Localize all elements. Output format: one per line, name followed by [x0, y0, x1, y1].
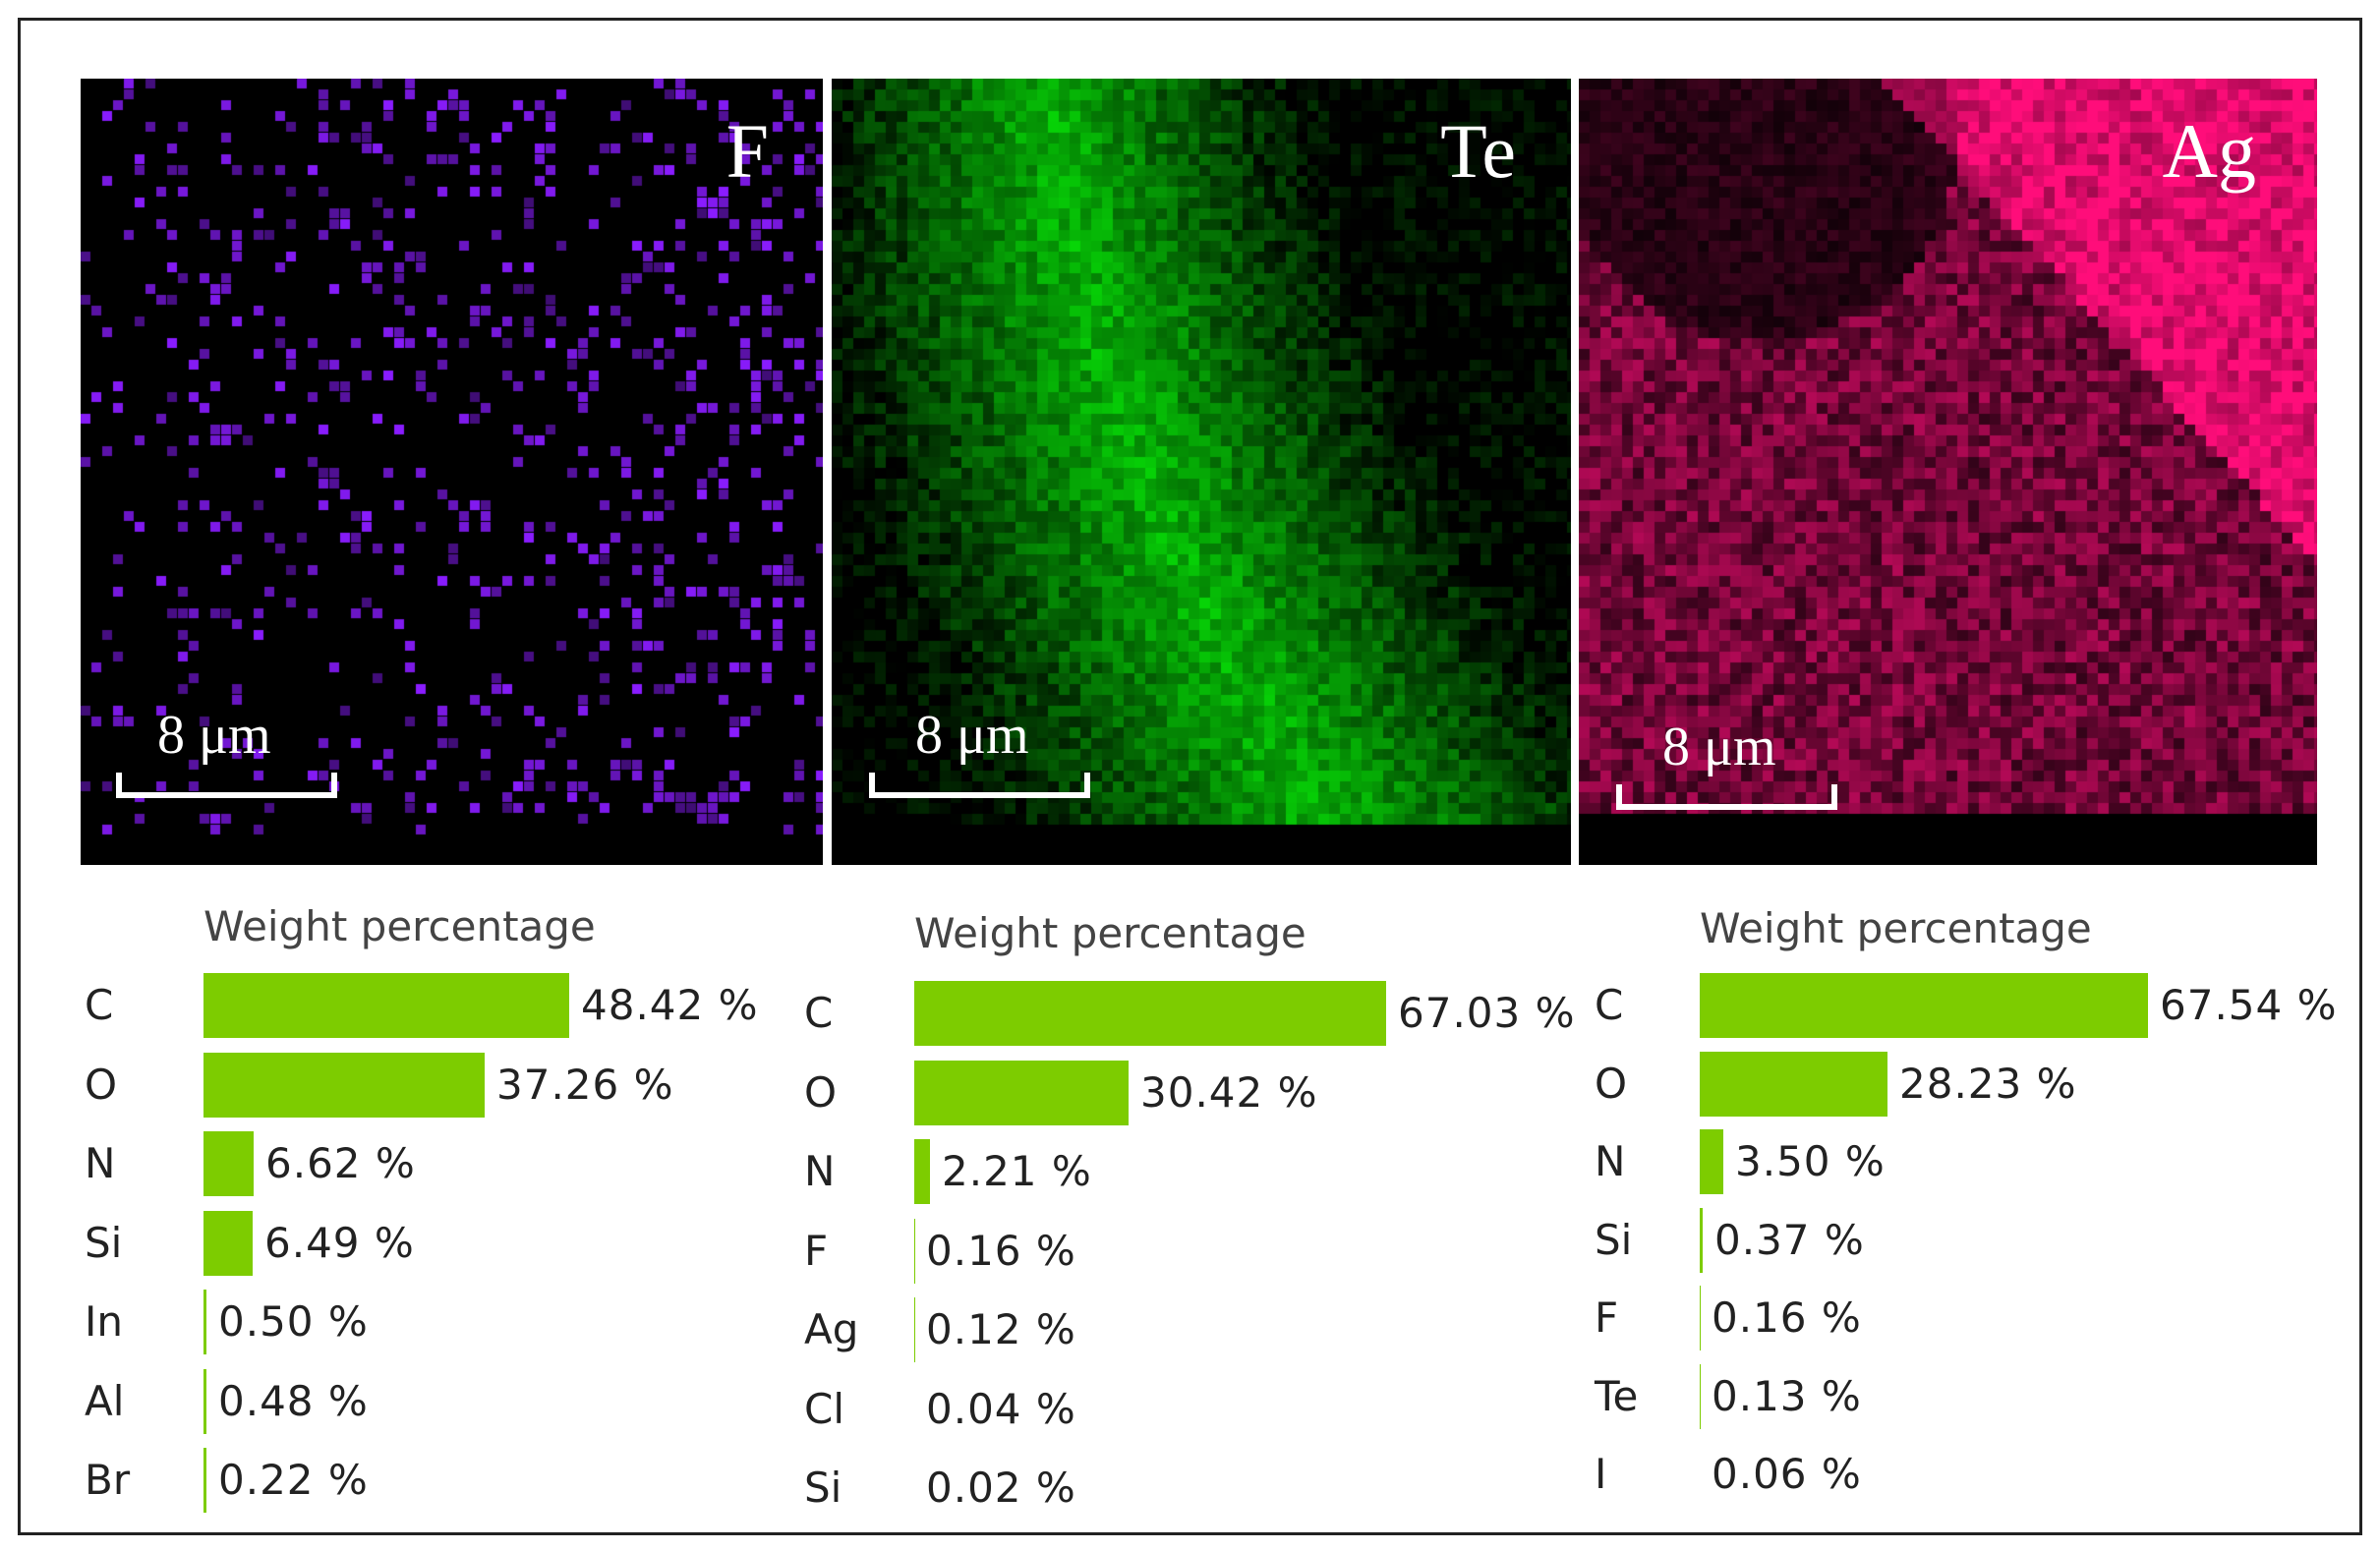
element-label: Br — [85, 1456, 131, 1504]
element-label: Si — [804, 1464, 842, 1512]
weight-value-label: 67.03 % — [1398, 989, 1576, 1037]
weight-percentage-title: Weight percentage — [203, 902, 596, 950]
weight-bar — [203, 1052, 485, 1118]
scale-text-ag: 8 μm — [1662, 717, 1776, 777]
element-label: N — [804, 1147, 836, 1195]
te-distribution-canvas — [832, 79, 1571, 865]
weight-percentage-title: Weight percentage — [914, 909, 1306, 957]
weight-value-label: 48.42 % — [581, 981, 759, 1029]
element-label: F — [1595, 1293, 1619, 1342]
weight-bar — [914, 1060, 1129, 1125]
figure-frame — [18, 18, 2362, 1535]
element-label: Si — [1595, 1215, 1633, 1264]
weight-value-label: 0.22 % — [218, 1456, 369, 1504]
scale-bar-ag — [1616, 784, 1837, 810]
element-label: Cl — [804, 1384, 844, 1433]
weight-value-label: 0.48 % — [218, 1376, 369, 1425]
weight-bar — [914, 981, 1386, 1046]
weight-bar — [1700, 1129, 1723, 1194]
map-label-te: Te — [1440, 108, 1516, 194]
weight-value-label: 67.54 % — [2160, 981, 2338, 1029]
element-label: Te — [1595, 1371, 1639, 1420]
element-label: In — [85, 1297, 124, 1346]
weight-percentage-title: Weight percentage — [1700, 904, 2092, 952]
element-label: O — [804, 1067, 838, 1117]
weight-bar — [1700, 1363, 1701, 1429]
weight-value-label: 0.04 % — [926, 1384, 1076, 1433]
ag-distribution-canvas — [1579, 79, 2317, 865]
weight-value-label: 0.13 % — [1712, 1371, 1862, 1420]
element-label: Si — [85, 1218, 123, 1267]
weight-bar — [914, 1218, 915, 1284]
weight-value-label: 0.50 % — [218, 1297, 369, 1346]
eds-map-te: Te 8 μm — [832, 79, 1571, 865]
weight-value-label: 6.49 % — [264, 1218, 415, 1267]
element-label: O — [85, 1060, 118, 1109]
weight-value-label: 0.16 % — [1712, 1293, 1862, 1342]
weight-bar — [203, 1210, 253, 1276]
weight-bar — [203, 1290, 206, 1354]
weight-bar — [1700, 1207, 1703, 1273]
weight-bar — [1700, 1286, 1701, 1350]
weight-value-label: 0.02 % — [926, 1464, 1076, 1512]
element-label: Al — [85, 1376, 125, 1425]
element-label: N — [85, 1139, 116, 1187]
scale-bar-f — [116, 773, 337, 798]
element-label: C — [85, 981, 114, 1029]
weight-value-label: 0.12 % — [926, 1305, 1076, 1353]
weight-value-label: 2.21 % — [942, 1147, 1092, 1195]
weight-bar — [1700, 1051, 1887, 1117]
weight-value-label: 0.16 % — [926, 1226, 1076, 1275]
weight-bar — [203, 1131, 254, 1196]
weight-value-label: 3.50 % — [1735, 1137, 1886, 1185]
scale-bar-te — [869, 773, 1090, 798]
scale-text-f: 8 μm — [157, 705, 271, 766]
weight-value-label: 37.26 % — [496, 1060, 674, 1109]
map-label-ag: Ag — [2162, 108, 2256, 194]
element-label: N — [1595, 1137, 1626, 1185]
eds-map-ag: Ag 8 μm — [1579, 79, 2317, 865]
weight-value-label: 6.62 % — [265, 1139, 416, 1187]
element-label: F — [804, 1226, 829, 1275]
element-label: Ag — [804, 1305, 859, 1353]
map-label-f: F — [726, 108, 769, 194]
weight-value-label: 30.42 % — [1140, 1067, 1318, 1117]
weight-bar — [1700, 973, 2148, 1038]
weight-bar — [203, 1368, 206, 1434]
eds-map-f: F 8 μm — [81, 79, 823, 865]
weight-value-label: 0.37 % — [1714, 1215, 1865, 1264]
weight-bar — [203, 1448, 206, 1513]
element-label: O — [1595, 1059, 1628, 1108]
weight-value-label: 0.06 % — [1712, 1450, 1862, 1498]
weight-bar — [203, 973, 569, 1038]
element-label: I — [1595, 1450, 1607, 1498]
weight-bar — [914, 1297, 915, 1362]
weight-bar — [914, 1139, 930, 1204]
f-distribution-canvas — [81, 79, 823, 865]
element-label: C — [1595, 981, 1624, 1029]
scale-text-te: 8 μm — [915, 705, 1029, 766]
element-label: C — [804, 989, 834, 1037]
weight-value-label: 28.23 % — [1899, 1059, 2077, 1108]
